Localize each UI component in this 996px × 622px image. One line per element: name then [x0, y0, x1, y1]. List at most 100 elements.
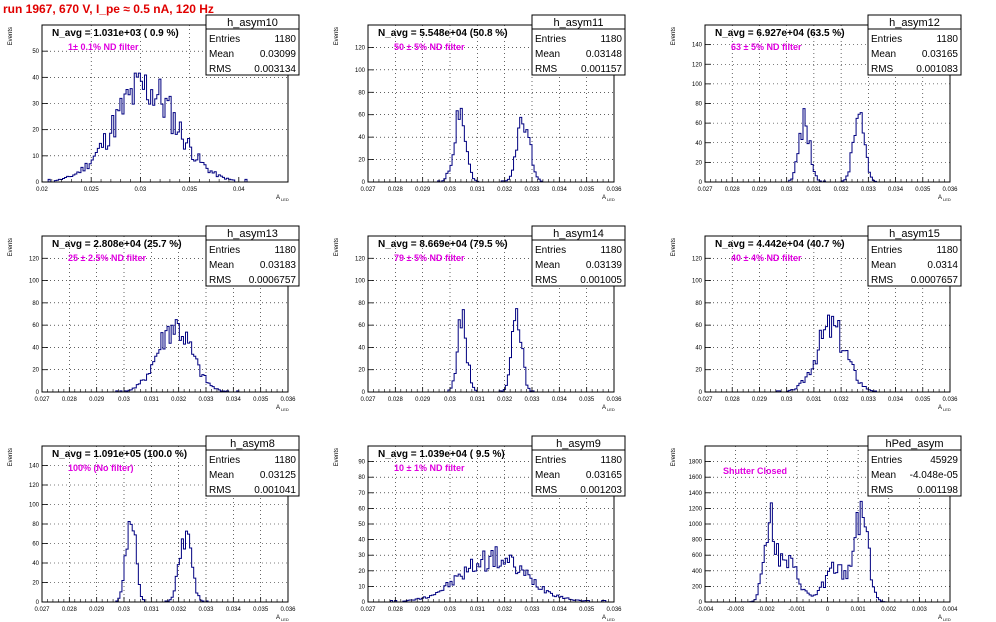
y-tick-label: 40 — [32, 75, 39, 81]
y-tick-label: 80 — [32, 301, 39, 307]
y-tick-label: 60 — [695, 121, 702, 127]
stats-value: 0.001203 — [580, 485, 622, 496]
stats-label: RMS — [209, 275, 232, 286]
x-tick-label: 0.028 — [62, 607, 78, 613]
stats-value: 1180 — [936, 245, 958, 256]
y-tick-label: 100 — [692, 82, 703, 88]
y-tick-label: 10 — [358, 584, 365, 590]
y-tick-label: 100 — [692, 279, 703, 285]
x-tick-label: 0.032 — [497, 187, 513, 193]
x-tick-label: 0.028 — [388, 397, 404, 403]
y-tick-label: 140 — [692, 43, 703, 49]
stats-value: 0.03165 — [922, 49, 959, 60]
plot-frame — [41, 235, 289, 393]
y-tick-label: 60 — [358, 323, 365, 329]
x-tick-label: 0.033 — [861, 187, 877, 193]
histogram-line — [42, 72, 288, 183]
x-tick-label: 0.035 — [579, 187, 595, 193]
histogram-name: h_asym9 — [556, 438, 601, 450]
y-axis-label: Events — [671, 27, 677, 45]
y-tick-label: 1000 — [689, 522, 703, 528]
y-tick-label: 100 — [29, 279, 40, 285]
histogram-line — [368, 546, 614, 603]
stats-box — [531, 14, 626, 76]
x-tick-label: 0.035 — [579, 397, 595, 403]
y-tick-label: 120 — [355, 256, 366, 262]
x-tick-label: 0.032 — [497, 397, 513, 403]
stats-label: Entries — [209, 455, 240, 466]
y-tick-label: 0 — [699, 600, 703, 606]
y-tick-label: 120 — [692, 62, 703, 68]
y-tick-label: 0 — [36, 390, 40, 396]
x-axis-sublabel: LED — [943, 617, 951, 622]
x-tick-label: 0.029 — [415, 397, 431, 403]
x-tick-label: 0.035 — [579, 607, 595, 613]
stats-value: 0.001005 — [580, 275, 622, 286]
x-tick-label: 0.036 — [942, 397, 958, 403]
navg-label: N_avg = 2.808e+04 (25.7 %) — [52, 239, 182, 250]
stats-value: 1180 — [274, 245, 296, 256]
stats-label: Entries — [535, 34, 566, 45]
stats-label: Mean — [209, 49, 234, 60]
histogram-h_asym13: 0.027 0.028 0.029 0.03 0.031 0.032 0.033 0.034 0… — [8, 225, 300, 412]
stats-value: 0.001157 — [581, 64, 622, 75]
stats-value: 1180 — [600, 34, 622, 45]
y-tick-label: 80 — [358, 301, 365, 307]
x-tick-label: 0.035 — [915, 397, 931, 403]
y-tick-label: 20 — [695, 368, 702, 374]
x-tick-label: 0.034 — [226, 607, 242, 613]
y-tick-label: 40 — [695, 141, 702, 147]
y-tick-label: 1800 — [689, 460, 703, 466]
x-tick-label: 0.034 — [552, 397, 568, 403]
y-tick-label: 0 — [699, 390, 703, 396]
stats-box — [205, 225, 300, 287]
y-tick-label: 120 — [29, 256, 40, 262]
x-tick-label: 0.029 — [752, 397, 768, 403]
x-tick-label: 0.035 — [182, 187, 198, 193]
y-tick-label: 50 — [32, 49, 39, 55]
histogram-name: h_asym12 — [889, 17, 940, 29]
y-tick-label: 80 — [695, 102, 702, 108]
y-tick-label: 40 — [358, 135, 365, 141]
x-axis-label: A — [276, 405, 280, 411]
stats-label: Mean — [871, 49, 896, 60]
y-axis-label: Events — [671, 238, 677, 256]
stats-label: RMS — [209, 64, 232, 75]
y-tick-label: 20 — [32, 368, 39, 374]
x-axis-sublabel: LED — [943, 407, 951, 412]
histogram-line — [42, 319, 288, 393]
x-tick-label: 0.03 — [135, 187, 147, 193]
x-tick-label: 0.028 — [388, 607, 404, 613]
stats-value: 0.001083 — [916, 64, 958, 75]
x-tick-label: 0.029 — [752, 187, 768, 193]
x-tick-label: 0.031 — [144, 397, 160, 403]
y-tick-label: 120 — [29, 483, 40, 489]
stats-box — [867, 225, 962, 287]
histogram-name: h_asym14 — [553, 228, 604, 240]
x-tick-label: 0.031 — [470, 397, 486, 403]
histogram-h_asym15: 0.027 0.028 0.029 0.03 0.031 0.032 0.033 0.034 0… — [671, 225, 962, 412]
filter-note: 1± 0.1% ND filter — [68, 42, 139, 52]
histogram-line — [42, 521, 288, 603]
stats-value: 0.03165 — [586, 470, 623, 481]
stats-label: RMS — [535, 64, 558, 75]
x-tick-label: 0.027 — [34, 607, 50, 613]
x-tick-label: 0.033 — [524, 607, 540, 613]
y-tick-label: 800 — [692, 538, 703, 544]
stats-value: 0.001198 — [917, 485, 958, 496]
x-axis-sublabel: LED — [607, 197, 615, 202]
histogram-name: h_asym15 — [889, 228, 940, 240]
x-tick-label: 0.031 — [470, 607, 486, 613]
x-tick-label: 0.034 — [552, 187, 568, 193]
stats-label: Mean — [871, 260, 896, 271]
x-axis-label: A — [938, 405, 942, 411]
histogram-name: hPed_asym — [885, 438, 943, 450]
stats-value: 1180 — [600, 245, 622, 256]
filter-note: 79 ± 5% ND filter — [394, 253, 465, 263]
stats-label: Entries — [535, 455, 566, 466]
histogram-name: h_asym8 — [230, 438, 275, 450]
x-axis-sublabel: LED — [943, 197, 951, 202]
stats-label: Mean — [535, 260, 560, 271]
plot-frame — [367, 235, 615, 393]
